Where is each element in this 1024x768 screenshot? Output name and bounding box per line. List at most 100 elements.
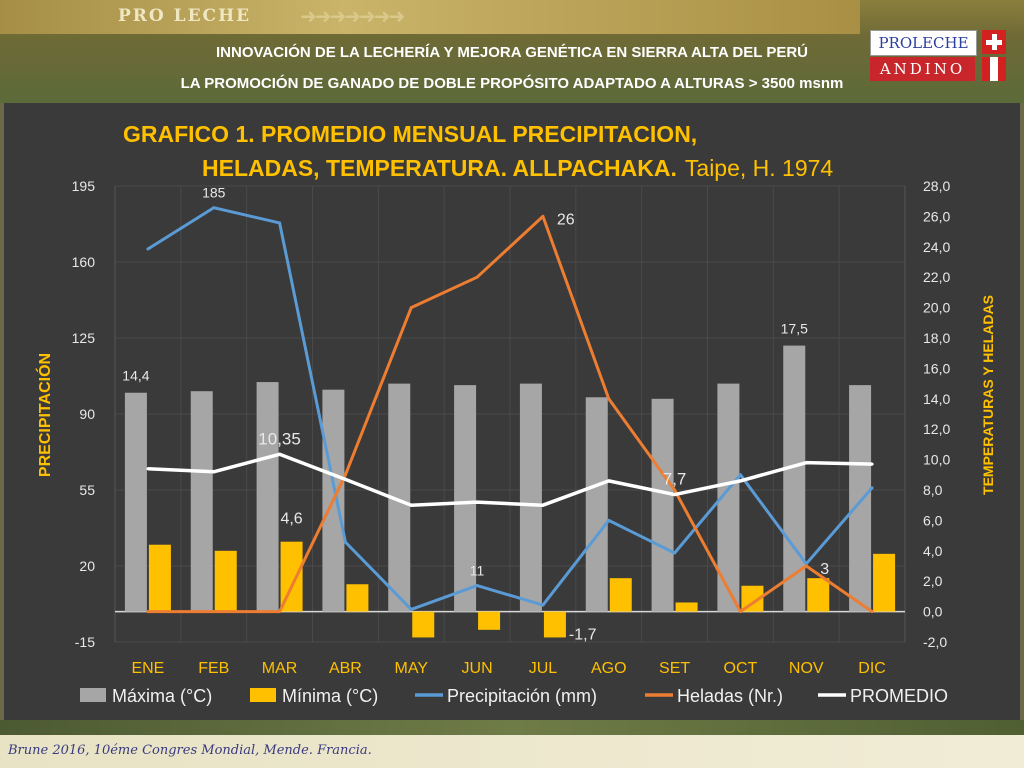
y2-tick-label: 2,0 xyxy=(923,573,943,589)
x-tick-label: OCT xyxy=(724,660,758,677)
point-promedio xyxy=(475,500,479,504)
point-precipitacion xyxy=(607,518,611,522)
footer-citation: Brune 2016, 10éme Congres Mondial, Mende… xyxy=(8,743,372,758)
x-tick-label: MAR xyxy=(262,660,298,677)
brand-name: PRO LECHE xyxy=(118,6,252,26)
point-heladas xyxy=(343,473,347,477)
chart-title-line-2: HELADAS, TEMPERATURA. ALLPACHAKA. Taipe, … xyxy=(202,155,833,181)
y2-tick-label: 0,0 xyxy=(923,604,943,620)
point-precipitacion xyxy=(409,607,413,611)
y2-tick-label: 12,0 xyxy=(923,421,950,437)
bar-minima xyxy=(478,611,501,630)
y-tick-label: 125 xyxy=(72,330,96,346)
point-promedio xyxy=(738,479,742,483)
legend-swatch xyxy=(250,688,276,702)
bar-minima xyxy=(741,585,764,612)
point-heladas xyxy=(212,610,216,614)
y-tick-label: 90 xyxy=(79,406,95,422)
point-precipitacion xyxy=(475,584,479,588)
y2-tick-label: 24,0 xyxy=(923,239,950,255)
logo-proleche: PROLECHE xyxy=(870,30,977,56)
data-label: 185 xyxy=(202,185,226,201)
data-label: 14,4 xyxy=(122,368,149,384)
bar-minima xyxy=(609,578,632,612)
point-promedio xyxy=(541,503,545,507)
bar-minima xyxy=(280,541,303,612)
bar-maxima xyxy=(519,383,542,612)
x-tick-label: SET xyxy=(659,660,690,677)
data-label: 4,6 xyxy=(280,511,302,528)
swiss-flag-icon xyxy=(982,30,1006,54)
data-label: 17,5 xyxy=(781,321,808,337)
y2-tick-label: 4,0 xyxy=(923,543,943,559)
bar-minima xyxy=(346,584,369,612)
y2-tick-label: 10,0 xyxy=(923,452,950,468)
chart-title-main: HELADAS, TEMPERATURA. ALLPACHAKA. xyxy=(202,155,677,181)
x-tick-label: ABR xyxy=(329,660,362,677)
legend-swatch xyxy=(80,688,106,702)
x-tick-label: FEB xyxy=(198,660,229,677)
bar-minima xyxy=(675,602,698,612)
subtitle-line-1: INNOVACIÓN DE LA LECHERÍA Y MEJORA GENÉT… xyxy=(216,44,808,61)
bar-maxima xyxy=(783,345,806,612)
point-heladas xyxy=(607,397,611,401)
slide-header: PRO LECHE ➜➜➜➜➜➜➜ INNOVACIÓN DE LA LECHE… xyxy=(0,0,1024,103)
bar-maxima xyxy=(124,392,147,612)
bar-maxima xyxy=(651,398,674,612)
peru-flag-icon xyxy=(982,57,1006,81)
point-precipitacion xyxy=(278,221,282,225)
data-label: 7,7 xyxy=(663,470,687,489)
data-label: 3 xyxy=(820,561,829,578)
logo-andino: ANDINO xyxy=(870,57,975,81)
data-label: -1,7 xyxy=(569,626,597,643)
x-tick-label: DIC xyxy=(858,660,886,677)
y2-tick-label: 22,0 xyxy=(923,269,950,285)
footer: Brune 2016, 10éme Congres Mondial, Mende… xyxy=(0,735,1024,768)
x-tick-label: AGO xyxy=(591,660,627,677)
brand-band xyxy=(0,0,860,34)
line-heladas xyxy=(147,214,873,614)
data-label: 11 xyxy=(470,563,485,579)
point-precipitacion xyxy=(738,473,742,477)
bar-maxima xyxy=(388,383,411,612)
y2-tick-label: 26,0 xyxy=(923,208,950,224)
legend-label: Máxima (°C) xyxy=(112,686,212,706)
y2-axis-label: TEMPERATURAS Y HELADAS xyxy=(980,295,996,495)
legend-label: PROMEDIO xyxy=(850,686,948,706)
legend-label: Mínima (°C) xyxy=(282,686,378,706)
bar-maxima xyxy=(585,397,608,612)
point-precipitacion xyxy=(343,540,347,544)
line-precipitacion xyxy=(147,206,874,611)
bar-minima xyxy=(148,544,171,612)
bar-minima xyxy=(214,550,237,612)
bar-maxima xyxy=(190,391,213,612)
point-heladas xyxy=(409,306,413,310)
data-label: 10,35 xyxy=(258,429,301,448)
y2-tick-label: -2,0 xyxy=(923,634,947,650)
y-tick-label: 55 xyxy=(79,482,95,498)
y-tick-label: 160 xyxy=(72,254,96,270)
line-promedio xyxy=(147,452,873,507)
point-promedio xyxy=(607,479,611,483)
point-heladas xyxy=(146,610,150,614)
bar-maxima xyxy=(849,385,872,612)
point-heladas xyxy=(673,488,677,492)
point-precipitacion xyxy=(212,206,216,210)
y-axis-label: PRECIPITACIÓN xyxy=(35,353,54,477)
arrow-decoration-icon: ➜➜➜➜➜➜➜ xyxy=(300,4,405,28)
y-tick-label: 20 xyxy=(79,558,95,574)
chart-title-line-1: GRAFICO 1. PROMEDIO MENSUAL PRECIPITACIO… xyxy=(123,121,697,147)
point-heladas xyxy=(541,214,545,218)
point-heladas xyxy=(738,610,742,614)
point-promedio xyxy=(212,470,216,474)
point-heladas xyxy=(804,564,808,568)
point-heladas xyxy=(278,610,282,614)
point-promedio xyxy=(343,477,347,481)
point-heladas xyxy=(475,275,479,279)
y2-tick-label: 28,0 xyxy=(923,178,950,194)
bar-maxima xyxy=(717,383,740,612)
y2-tick-label: 18,0 xyxy=(923,330,950,346)
bar-minima xyxy=(543,611,566,638)
point-precipitacion xyxy=(673,551,677,555)
